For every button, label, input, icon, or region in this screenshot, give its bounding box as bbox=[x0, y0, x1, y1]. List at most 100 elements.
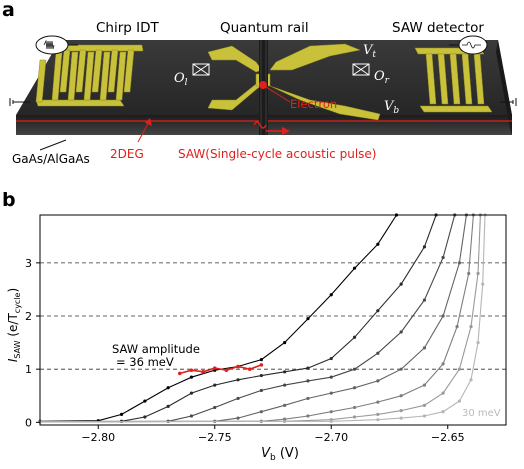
data-point bbox=[189, 414, 194, 418]
gaas-label: GaAs/AlGaAs bbox=[12, 152, 90, 166]
highlight-point bbox=[247, 367, 252, 371]
data-point bbox=[329, 391, 333, 395]
data-point bbox=[441, 410, 445, 414]
data-point bbox=[352, 335, 357, 339]
dot-marker-left-icon bbox=[192, 63, 210, 76]
x-tick-label: −2.65 bbox=[431, 431, 465, 444]
data-point bbox=[236, 378, 240, 382]
data-point bbox=[329, 410, 333, 414]
data-point bbox=[329, 293, 333, 297]
data-point bbox=[399, 409, 403, 413]
data-point bbox=[283, 370, 287, 374]
data-point bbox=[329, 356, 333, 361]
highlight-point bbox=[259, 363, 264, 367]
highlight-point bbox=[212, 366, 217, 370]
data-point bbox=[352, 415, 357, 419]
data-point bbox=[213, 405, 217, 410]
data-point bbox=[306, 317, 310, 321]
vt-label: Vt bbox=[363, 43, 376, 60]
saw-pulse-label: SAW(Single-cycle acoustic pulse) bbox=[178, 147, 376, 161]
data-point bbox=[306, 414, 310, 418]
y-tick-label: 0 bbox=[25, 416, 32, 429]
electron-icon bbox=[259, 81, 267, 89]
data-point bbox=[476, 271, 480, 276]
data-point bbox=[476, 340, 480, 345]
x-tick-label: −2.75 bbox=[198, 431, 232, 444]
data-point bbox=[236, 416, 240, 420]
data-point bbox=[376, 242, 380, 246]
ground-left-icon bbox=[9, 98, 30, 106]
panel-a: a bbox=[2, 0, 517, 166]
data-point bbox=[119, 412, 124, 416]
data-point bbox=[283, 383, 287, 387]
y-axis-title: ISAW (e/Tcycle) bbox=[6, 288, 22, 362]
chirp-idt-label: Chirp IDT bbox=[96, 20, 160, 36]
data-point bbox=[399, 282, 403, 286]
panel-b: b −2.80 −2.75 −2.70 −2.65 0 1 2 3 Vb (V) ISAW (… bbox=[2, 189, 507, 463]
panel-b-label: b bbox=[2, 189, 16, 211]
data-point bbox=[481, 282, 485, 286]
y-tick-label: 3 bbox=[25, 257, 32, 270]
data-point bbox=[422, 383, 427, 387]
x-tick-label: −2.80 bbox=[81, 431, 115, 444]
data-point bbox=[329, 375, 333, 379]
data-point bbox=[306, 379, 310, 383]
series-line bbox=[39, 214, 437, 423]
chip-right-side bbox=[496, 40, 512, 135]
x-tick-label: −2.70 bbox=[314, 431, 348, 444]
y-tick-label: 1 bbox=[25, 363, 32, 376]
data-point bbox=[457, 399, 461, 403]
panel-a-label: a bbox=[2, 0, 15, 21]
highlight-point bbox=[178, 371, 182, 376]
data-point bbox=[259, 410, 263, 414]
data-point bbox=[236, 396, 240, 401]
data-point bbox=[467, 271, 471, 276]
data-point bbox=[259, 358, 263, 362]
annotation-30mev: 30 meV bbox=[462, 408, 501, 419]
data-point bbox=[469, 378, 473, 382]
series-line bbox=[39, 214, 481, 423]
data-point bbox=[352, 405, 357, 410]
2deg-label: 2DEG bbox=[110, 147, 144, 161]
data-point bbox=[376, 351, 380, 355]
detector-scope-icon bbox=[449, 35, 488, 55]
data-point bbox=[457, 367, 461, 371]
data-point bbox=[376, 379, 380, 383]
highlight-point bbox=[201, 370, 205, 374]
x-axis-title: Vb (V) bbox=[261, 446, 299, 463]
data-point bbox=[259, 388, 263, 393]
data-point bbox=[399, 416, 403, 420]
saw-arrow-icon bbox=[282, 127, 290, 135]
chirp-idt bbox=[35, 44, 144, 107]
data-point bbox=[352, 367, 357, 371]
data-point bbox=[166, 404, 170, 408]
series-line bbox=[39, 214, 456, 423]
highlight-point bbox=[189, 368, 194, 373]
data-point bbox=[283, 340, 287, 345]
data-point bbox=[422, 298, 427, 302]
data-point bbox=[329, 419, 333, 423]
data-point bbox=[189, 391, 194, 395]
data-point bbox=[422, 346, 427, 350]
data-point bbox=[422, 403, 427, 407]
data-point bbox=[457, 261, 461, 265]
data-point bbox=[469, 325, 473, 329]
vb-label: Vb bbox=[384, 99, 399, 116]
saw-pulse-wave bbox=[253, 121, 267, 129]
data-point bbox=[306, 396, 310, 401]
ground-right-icon bbox=[500, 98, 517, 106]
data-point bbox=[143, 415, 147, 419]
annotation-amplitude-value: = 36 meV bbox=[116, 355, 174, 369]
saw-detector-label: SAW detector bbox=[392, 20, 484, 36]
y-tick-label: 2 bbox=[25, 310, 32, 323]
dot-marker-right-icon bbox=[352, 63, 370, 76]
data-point bbox=[376, 309, 380, 313]
data-point bbox=[422, 245, 427, 249]
data-point bbox=[399, 367, 403, 371]
data-point bbox=[352, 266, 357, 270]
data-point bbox=[441, 255, 445, 260]
plot-frame bbox=[39, 214, 507, 426]
chirp-source-icon bbox=[35, 35, 78, 55]
ol-label: Ol bbox=[174, 71, 188, 88]
